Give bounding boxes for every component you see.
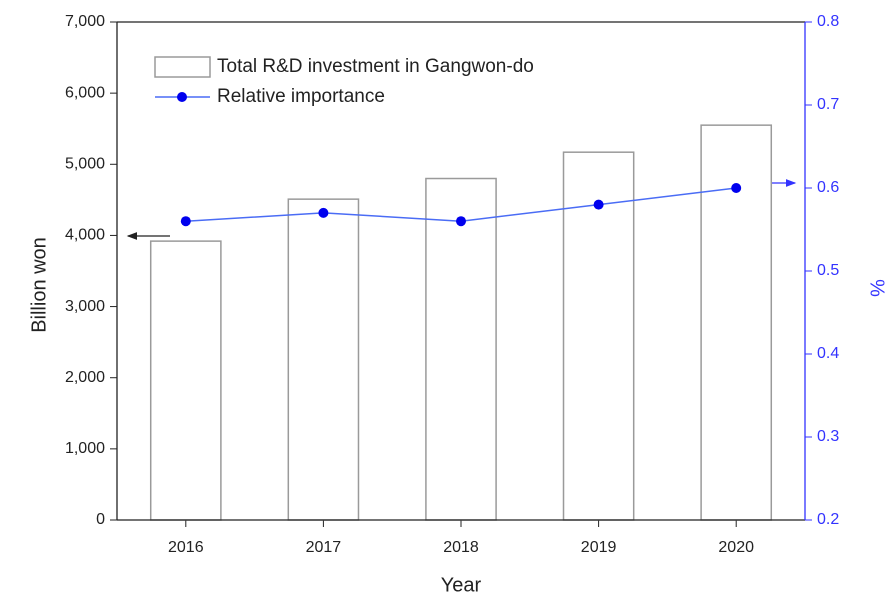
y-tick-label: 1,000 bbox=[65, 440, 105, 457]
legend-label: Relative importance bbox=[217, 86, 385, 107]
y-tick-label: 7,000 bbox=[65, 13, 105, 30]
y2-tick-label: 0.2 bbox=[817, 511, 839, 528]
y2-tick-label: 0.4 bbox=[817, 345, 839, 362]
y2-axis-label: % bbox=[866, 279, 886, 297]
marker bbox=[180, 216, 191, 227]
x-tick-label: 2020 bbox=[718, 539, 754, 556]
y-axis-label: Billion won bbox=[28, 237, 50, 333]
bar bbox=[287, 198, 360, 521]
marker bbox=[456, 216, 466, 227]
y2-tick-label: 0.8 bbox=[817, 13, 839, 30]
marker bbox=[318, 207, 329, 218]
y-tick-label: 0 bbox=[96, 511, 105, 528]
x-axis-label: Year bbox=[441, 574, 482, 596]
y-tick-label: 4,000 bbox=[65, 227, 105, 244]
y2-tick-label: 0.5 bbox=[817, 262, 839, 279]
y2-tick-label: 0.3 bbox=[817, 428, 839, 445]
legend-swatch bbox=[154, 56, 211, 78]
y-tick-label: 6,000 bbox=[65, 84, 105, 101]
x-tick-label: 2019 bbox=[581, 539, 617, 556]
y2-tick-label: 0.7 bbox=[817, 96, 839, 113]
y-tick-label: 3,000 bbox=[65, 298, 105, 315]
y-tick-label: 5,000 bbox=[65, 156, 105, 173]
bar bbox=[425, 177, 497, 521]
y2-tick-label: 0.6 bbox=[817, 179, 839, 196]
marker bbox=[731, 183, 742, 193]
bar bbox=[149, 240, 222, 521]
x-tick-label: 2016 bbox=[168, 539, 204, 556]
legend-label: Total R&D investment in Gangwon-do bbox=[217, 56, 534, 77]
x-tick-label: 2017 bbox=[306, 539, 342, 556]
y-tick-label: 2,000 bbox=[65, 369, 105, 386]
x-tick-label: 2018 bbox=[443, 539, 479, 556]
marker bbox=[593, 199, 604, 210]
legend-marker bbox=[177, 92, 187, 102]
